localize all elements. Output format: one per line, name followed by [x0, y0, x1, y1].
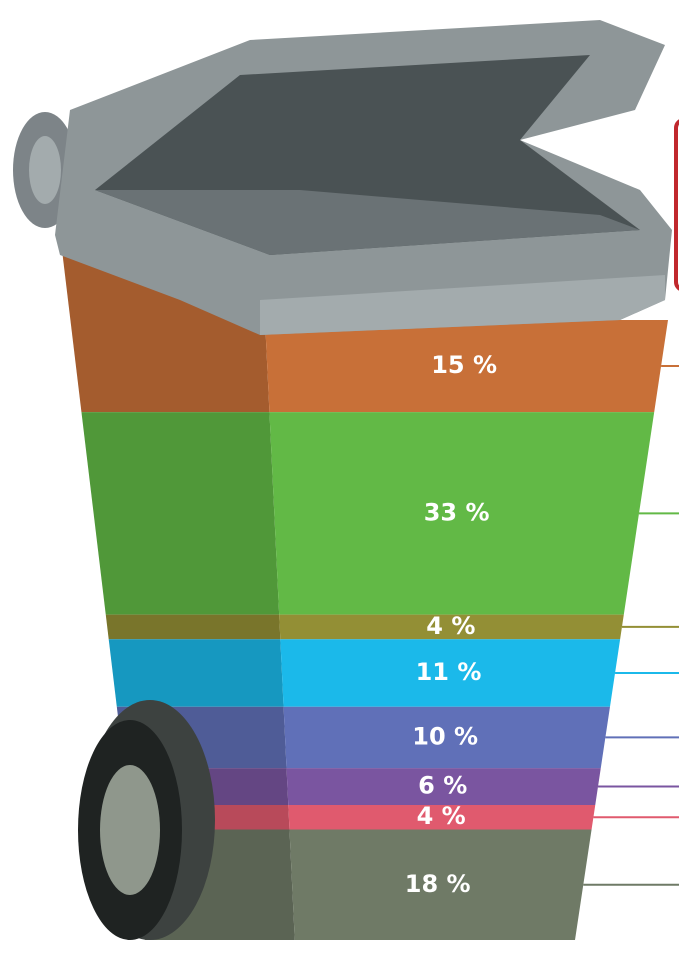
side-segment — [109, 639, 284, 707]
value-label: 4 % — [426, 612, 475, 640]
side-segment — [81, 412, 279, 615]
value-label: 18 % — [405, 870, 471, 898]
value-label: 4 % — [417, 802, 466, 830]
value-label: 6 % — [418, 772, 467, 800]
side-segment — [106, 615, 281, 640]
bin-infographic: 15 %33 %4 %11 %10 %6 %4 %18 % — [0, 0, 679, 966]
value-label: 15 % — [431, 351, 497, 379]
value-label: 11 % — [416, 658, 482, 686]
wheel — [78, 700, 215, 940]
value-label: 10 % — [412, 722, 478, 750]
value-label: 33 % — [424, 498, 490, 526]
